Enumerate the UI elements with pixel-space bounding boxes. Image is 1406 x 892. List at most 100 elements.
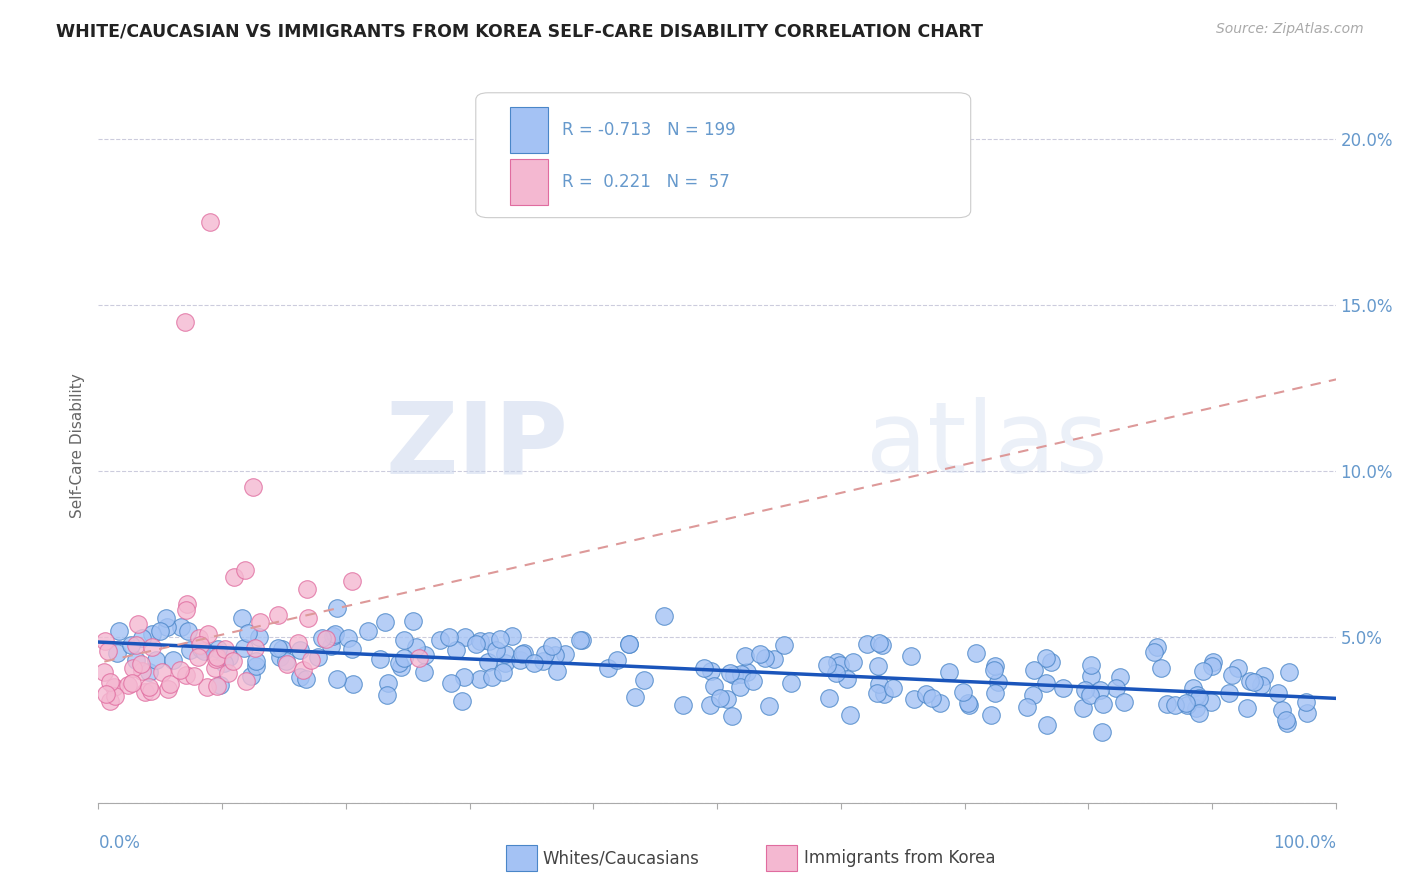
Y-axis label: Self-Care Disability: Self-Care Disability <box>70 374 86 518</box>
Point <box>243 640 266 655</box>
Point <box>1250 678 1272 692</box>
Point <box>190 639 212 653</box>
Point <box>1080 669 1102 683</box>
Point <box>762 651 785 665</box>
Point <box>1271 703 1294 717</box>
Point <box>159 677 181 691</box>
Point <box>598 661 620 675</box>
Point <box>138 681 160 695</box>
Point <box>342 677 364 691</box>
Point <box>1182 681 1205 696</box>
Point <box>326 601 349 615</box>
Point <box>288 670 311 684</box>
Point <box>374 615 396 629</box>
Point <box>368 652 391 666</box>
Point <box>177 624 200 639</box>
Point <box>98 674 121 689</box>
Point <box>1220 668 1243 682</box>
Point <box>131 664 153 678</box>
Point <box>780 676 803 690</box>
Point <box>617 637 640 651</box>
Point <box>478 634 501 648</box>
Point <box>703 679 725 693</box>
Point <box>965 646 987 660</box>
Point <box>1191 665 1213 679</box>
Point <box>205 679 228 693</box>
Point <box>1278 665 1301 679</box>
Point <box>413 648 436 662</box>
Point <box>984 659 1007 673</box>
Point <box>758 698 780 713</box>
Point <box>323 626 346 640</box>
Point <box>1199 695 1222 709</box>
Point <box>212 656 235 670</box>
Point <box>276 657 298 671</box>
Point <box>231 610 253 624</box>
Point <box>270 642 292 657</box>
Point <box>824 666 846 681</box>
Point <box>481 670 503 684</box>
Point <box>1078 689 1101 703</box>
Point <box>921 690 943 705</box>
Point <box>1295 694 1317 708</box>
Point <box>1150 661 1173 675</box>
Point <box>509 653 531 667</box>
Point <box>882 681 904 695</box>
Point <box>156 682 179 697</box>
Point <box>266 641 288 656</box>
Point <box>1024 663 1046 677</box>
Point <box>488 632 510 646</box>
Point <box>1218 686 1240 700</box>
Point <box>217 666 239 681</box>
Point <box>454 630 477 644</box>
Point <box>938 665 960 680</box>
Point <box>1052 681 1074 696</box>
Point <box>501 629 523 643</box>
Point <box>287 636 309 650</box>
Point <box>1296 706 1319 720</box>
Point <box>873 687 896 701</box>
Point <box>299 653 322 667</box>
Point <box>288 642 311 657</box>
Point <box>233 640 256 655</box>
Bar <box>510 107 547 153</box>
Point <box>1175 698 1198 712</box>
Point <box>183 669 205 683</box>
Point <box>983 686 1005 700</box>
Point <box>93 665 115 680</box>
Point <box>150 665 173 679</box>
Point <box>207 649 229 664</box>
Point <box>444 642 467 657</box>
Point <box>440 676 463 690</box>
Point <box>222 654 245 668</box>
Point <box>207 641 229 656</box>
Point <box>468 634 491 648</box>
Point <box>700 665 723 679</box>
Point <box>315 632 337 647</box>
Point <box>1236 700 1258 714</box>
Point <box>718 665 741 680</box>
Point <box>342 574 364 588</box>
Point <box>193 643 215 657</box>
Point <box>307 649 329 664</box>
Point <box>987 675 1010 690</box>
Point <box>571 633 593 648</box>
Point <box>513 646 536 660</box>
Point <box>174 603 197 617</box>
Point <box>1187 706 1209 721</box>
Point <box>240 669 263 683</box>
Point <box>138 665 160 680</box>
Point <box>546 664 568 678</box>
Point <box>394 632 416 647</box>
Point <box>156 620 179 634</box>
Point <box>672 698 695 712</box>
Point <box>235 563 257 577</box>
Point <box>464 637 486 651</box>
Point <box>121 675 143 690</box>
Point <box>1201 659 1223 673</box>
Point <box>388 656 411 670</box>
Point <box>1035 651 1057 665</box>
Point <box>494 648 516 662</box>
Point <box>1109 671 1132 685</box>
Point <box>815 658 838 673</box>
